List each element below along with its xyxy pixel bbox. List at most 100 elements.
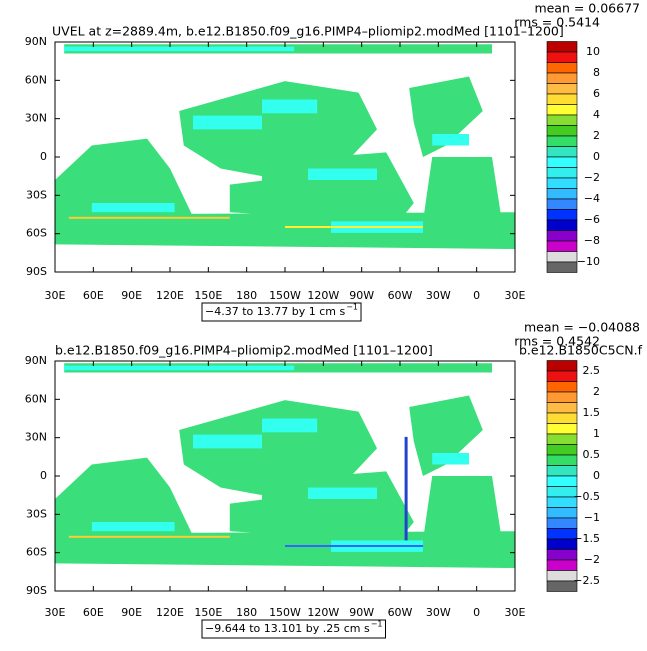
lon-label: 60E	[83, 289, 104, 302]
lat-label: 60N	[25, 392, 47, 405]
lat-label: 30N	[25, 112, 47, 125]
colorbar-box	[546, 391, 578, 403]
rms-stat: rms = 0.4542	[514, 334, 600, 349]
colorbar-label: 2	[593, 129, 600, 142]
ocean-patch	[432, 134, 469, 146]
colorbar-box	[546, 83, 578, 95]
info-exp: −1	[371, 620, 383, 629]
colorbar-label: −10	[577, 255, 600, 268]
lat-label: 60S	[26, 227, 47, 240]
ocean-patch	[308, 487, 377, 499]
lat-label: 30N	[25, 431, 47, 444]
info-frame	[201, 302, 362, 322]
colorbar-label: −1	[584, 511, 600, 524]
colorbar-label: 2	[593, 385, 600, 398]
colorbar-box	[546, 72, 578, 84]
panel-title: b.e12.B1850.f09_g16.PIMP4–pliomip2.modMe…	[55, 343, 433, 358]
info-box: −4.37 to 13.77 by 1 cm s −1	[201, 302, 362, 322]
lat-label: 60S	[26, 546, 47, 559]
panel-title: UVEL at z=2889.4m, b.e12.B1850.f09_g16.P…	[52, 24, 564, 39]
lon-label: 30W	[426, 289, 451, 302]
colorbar-label: −2.5	[573, 574, 600, 587]
colorbar-label: −4	[584, 192, 600, 205]
colorbar-box	[546, 475, 578, 487]
lat-label: 30S	[26, 507, 47, 520]
ocean-region	[409, 395, 483, 476]
current-band	[404, 436, 408, 541]
ocean-patch	[262, 99, 318, 114]
colorbar-label: 2.5	[583, 364, 601, 377]
lon-label: 30W	[426, 606, 451, 619]
ocean-patch	[91, 203, 175, 213]
lon-label: 0	[473, 289, 480, 302]
ocean-patch	[193, 115, 262, 130]
ocean-patch	[432, 453, 469, 465]
colorbar-label: 1.5	[583, 406, 601, 419]
lat-label: 60N	[25, 73, 47, 86]
lon-label: 30E	[505, 606, 526, 619]
lon-label: 150W	[269, 289, 301, 302]
lon-label: 90W	[349, 606, 374, 619]
lon-label: 30E	[45, 606, 66, 619]
colorbar-box	[546, 198, 578, 210]
lon-label: 180	[236, 289, 257, 302]
info-text: −9.644 to 13.101 by .25 cm s	[205, 622, 370, 635]
colorbar-box	[546, 209, 578, 221]
colorbar-box	[546, 51, 578, 63]
colorbar-label: −2	[584, 171, 600, 184]
info-box: −9.644 to 13.101 by .25 cm s −1	[201, 619, 386, 639]
colorbar-box	[546, 251, 578, 263]
colorbar-box	[546, 454, 578, 466]
lon-label: 90E	[121, 606, 142, 619]
colorbar-box	[546, 167, 578, 179]
colorbar-box	[546, 219, 578, 231]
lon-label: 60W	[388, 289, 413, 302]
ocean-patch	[193, 434, 262, 449]
colorbar-label: −2	[584, 553, 600, 566]
lon-label: 60W	[388, 606, 413, 619]
colorbar-label: 10	[586, 45, 600, 58]
lat-label: 90N	[25, 354, 47, 367]
colorbar-label: 6	[593, 87, 600, 100]
colorbar-box	[546, 125, 578, 137]
lon-label: 90W	[349, 289, 374, 302]
colorbar-box	[546, 62, 578, 74]
lon-label: 150E	[194, 606, 222, 619]
colorbar-box	[546, 146, 578, 158]
colorbar-label: −8	[584, 234, 600, 247]
colorbar-box	[546, 507, 578, 519]
colorbar-box	[546, 412, 578, 424]
current-band	[68, 535, 230, 538]
colorbar-label: −1.5	[573, 532, 600, 545]
colorbar-box	[546, 156, 578, 168]
info-text: −4.37 to 13.77 by 1 cm s	[205, 305, 345, 318]
lat-label: 90S	[26, 265, 47, 278]
lon-label: 150W	[269, 606, 301, 619]
lat-label: 90S	[26, 584, 47, 597]
colorbar-box	[546, 240, 578, 252]
colorbar-label: 4	[593, 108, 600, 121]
colorbar-box	[546, 104, 578, 116]
lat-label: 30S	[26, 188, 47, 201]
colorbar-box	[546, 444, 578, 456]
colorbar-label: 0.5	[583, 448, 601, 461]
ocean-region	[229, 499, 267, 534]
lat-label: 90N	[25, 35, 47, 48]
colorbar-label: 0	[593, 150, 600, 163]
current-band	[285, 226, 423, 228]
lon-label: 30E	[45, 289, 66, 302]
lon-label: 150E	[194, 289, 222, 302]
lon-label: 90E	[121, 289, 142, 302]
rms-stat: rms = 0.5414	[514, 15, 600, 30]
ocean-region	[229, 180, 267, 215]
info-exp: −1	[346, 303, 358, 312]
current-band	[68, 216, 230, 219]
colorbar-box	[546, 402, 578, 414]
colorbar-box	[546, 93, 578, 105]
colorbar-box	[546, 549, 578, 561]
ocean-patch	[91, 522, 175, 532]
lon-label: 180	[236, 606, 257, 619]
lon-label: 0	[473, 606, 480, 619]
